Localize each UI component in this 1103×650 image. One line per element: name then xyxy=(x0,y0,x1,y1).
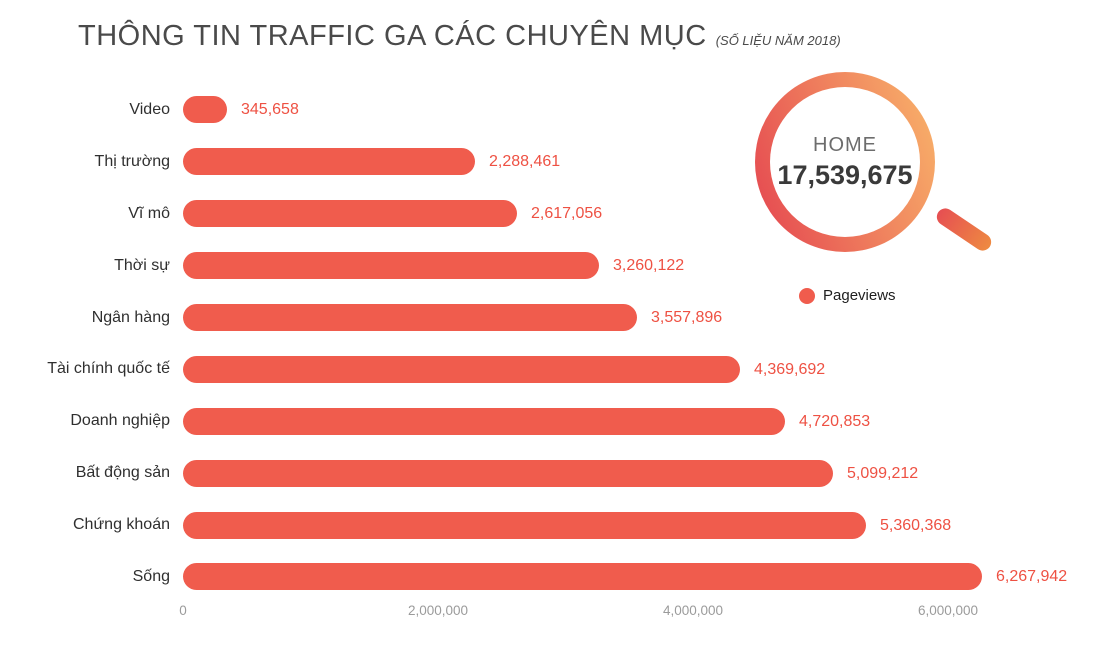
x-tick-label: 2,000,000 xyxy=(407,603,469,618)
page-subtitle: (SỐ LIỆU NĂM 2018) xyxy=(715,33,841,48)
value-label: 2,288,461 xyxy=(489,153,561,171)
bar-track: 3,260,122 xyxy=(183,252,1103,280)
legend-label: Pageviews xyxy=(823,287,896,304)
legend: Pageviews xyxy=(799,287,896,304)
bar-1 xyxy=(183,96,227,124)
chart-row: Ngân hàng 3,557,896 xyxy=(0,292,1103,344)
value-label: 4,369,692 xyxy=(754,360,826,378)
value-label: 345,658 xyxy=(241,101,299,119)
chart-row: Vĩ mô 2,617,056 xyxy=(0,188,1103,240)
bar-3 xyxy=(183,200,517,228)
x-tick-label: 4,000,000 xyxy=(662,603,724,618)
chart-row: Tài chính quốc tế 4,369,692 xyxy=(0,343,1103,395)
bar-track: 2,617,056 xyxy=(183,200,1103,228)
category-label: Bất động sản xyxy=(75,464,170,482)
x-tick-label: 6,000,000 xyxy=(917,603,979,618)
bar-2 xyxy=(183,148,475,176)
chart-row: Video 345,658 xyxy=(0,84,1103,136)
category-label: Thời sự xyxy=(114,256,170,274)
bar-track: 5,099,212 xyxy=(183,459,1103,487)
bar-9 xyxy=(183,511,866,539)
bar-track: 2,288,461 xyxy=(183,148,1103,176)
home-label: HOME xyxy=(813,133,877,156)
category-label: Ngân hàng xyxy=(91,308,170,326)
bar-track: 4,369,692 xyxy=(183,355,1103,383)
bar-4 xyxy=(183,252,599,280)
legend-dot-icon xyxy=(799,287,815,304)
bar-8 xyxy=(183,459,833,487)
category-label: Thị trường xyxy=(94,152,170,170)
bar-track: 3,557,896 xyxy=(183,304,1103,331)
x-axis: 0 2,000,000 4,000,000 6,000,000 xyxy=(0,603,1103,623)
bar-10 xyxy=(183,563,982,591)
value-label: 3,557,896 xyxy=(651,309,723,326)
bar-chart: Video 345,658 Thị trường 2,288,461 Vĩ mô 2,61… xyxy=(0,84,1103,603)
value-label: 3,260,122 xyxy=(613,257,685,275)
page-title: THÔNG TIN TRAFFIC GA CÁC CHUYÊN MỤC xyxy=(78,20,707,52)
category-label: Tài chính quốc tế xyxy=(47,360,170,378)
chart-row: Sống 6,267,942 xyxy=(0,551,1103,603)
category-label: Vĩ mô xyxy=(128,204,170,222)
bar-track: 6,267,942 xyxy=(183,563,1103,591)
category-label: Doanh nghiệp xyxy=(70,412,170,430)
home-value: 17,539,675 xyxy=(777,159,913,190)
bar-track: 5,360,368 xyxy=(183,511,1103,539)
value-label: 5,360,368 xyxy=(880,516,952,534)
x-tick-label: 0 xyxy=(179,603,187,618)
value-label: 6,267,942 xyxy=(996,568,1068,586)
value-label: 5,099,212 xyxy=(847,464,919,482)
category-label: Chứng khoán xyxy=(73,516,170,534)
header: THÔNG TIN TRAFFIC GA CÁC CHUYÊN MỤC (SỐ … xyxy=(78,20,841,53)
chart-row: Bất động sản 5,099,212 xyxy=(0,447,1103,499)
category-label: Video xyxy=(129,100,170,118)
value-label: 2,617,056 xyxy=(531,205,603,223)
home-badge: HOME 17,539,675 xyxy=(770,87,920,237)
bar-track: 4,720,853 xyxy=(183,407,1103,435)
bar-7 xyxy=(183,407,785,435)
value-label: 4,720,853 xyxy=(799,412,871,430)
chart-row: Thời sự 3,260,122 xyxy=(0,240,1103,292)
bar-5 xyxy=(183,304,637,331)
bar-track: 345,658 xyxy=(183,96,1103,124)
chart-row: Thị trường 2,288,461 xyxy=(0,136,1103,188)
magnifier-ring-icon: HOME 17,539,675 xyxy=(755,72,935,252)
chart-row: Doanh nghiệp 4,720,853 xyxy=(0,395,1103,447)
chart-row: Chứng khoán 5,360,368 xyxy=(0,499,1103,551)
category-label: Sống xyxy=(132,567,170,585)
bar-6 xyxy=(183,355,740,383)
